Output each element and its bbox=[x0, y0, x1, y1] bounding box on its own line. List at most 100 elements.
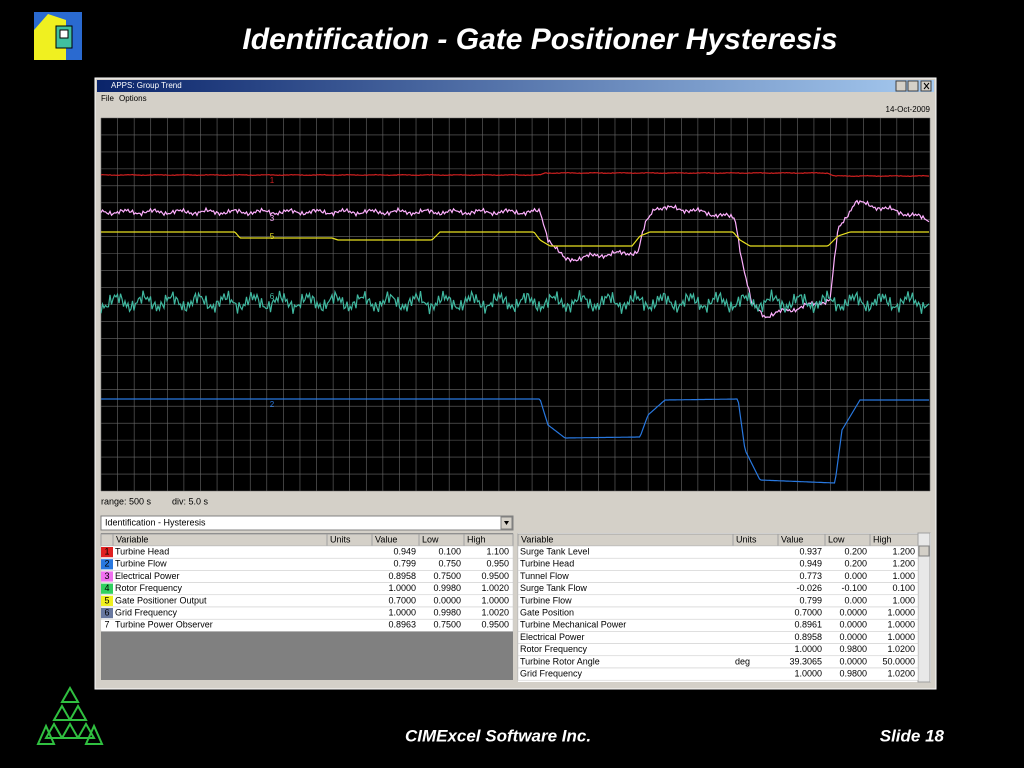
table-cell: 0.0000 bbox=[839, 620, 867, 630]
table-cell: 0.950 bbox=[486, 559, 509, 569]
table-cell: Turbine Flow bbox=[520, 595, 572, 605]
table-cell: 0.799 bbox=[393, 559, 416, 569]
column-header: Variable bbox=[116, 534, 148, 544]
trend-trace bbox=[100, 199, 930, 319]
table-cell: 0.100 bbox=[892, 583, 915, 593]
row-index: 4 bbox=[104, 583, 109, 593]
table-cell: 1.0020 bbox=[481, 583, 509, 593]
table-cell: 0.100 bbox=[438, 546, 461, 556]
trend-label: 2 bbox=[270, 400, 275, 409]
selector-text: Identification - Hysteresis bbox=[105, 517, 206, 527]
scroll-thumb[interactable] bbox=[918, 545, 930, 557]
table-cell: Turbine Power Observer bbox=[115, 620, 213, 630]
slide-number: Slide 18 bbox=[880, 726, 945, 745]
table-cell: Turbine Head bbox=[115, 546, 169, 556]
table-cell: 1.0020 bbox=[481, 607, 509, 617]
table-cell: -0.026 bbox=[796, 583, 822, 593]
table-cell: 0.7500 bbox=[433, 571, 461, 581]
table-cell: 1.000 bbox=[892, 571, 915, 581]
table-cell: 0.949 bbox=[393, 546, 416, 556]
selector[interactable] bbox=[100, 515, 514, 531]
minimize-button[interactable] bbox=[895, 80, 907, 92]
table-cell: 1.0000 bbox=[794, 644, 822, 654]
column-header: High bbox=[873, 534, 892, 544]
row-index: 7 bbox=[104, 620, 109, 630]
table-cell: 39.3065 bbox=[789, 656, 822, 666]
index-swatch bbox=[101, 608, 113, 619]
table-cell: 0.0000 bbox=[839, 632, 867, 642]
table-cell: Turbine Head bbox=[520, 559, 574, 569]
table-cell: 0.9800 bbox=[839, 644, 867, 654]
table-cell: Surge Tank Level bbox=[520, 546, 589, 556]
table-cell: 0.000 bbox=[844, 571, 867, 581]
menu-item[interactable]: Options bbox=[119, 94, 147, 103]
maximize-button[interactable] bbox=[907, 80, 919, 92]
table-cell: 0.937 bbox=[799, 546, 822, 556]
footer: CIMExcel Software Inc. bbox=[405, 726, 591, 745]
index-swatch bbox=[101, 583, 113, 594]
table-cell: Electrical Power bbox=[115, 571, 180, 581]
table-cell: 0.773 bbox=[799, 571, 822, 581]
column-header: Units bbox=[330, 534, 351, 544]
table-cell: 0.750 bbox=[438, 559, 461, 569]
table-cell: Gate Positioner Output bbox=[115, 595, 207, 605]
table-cell: Turbine Rotor Angle bbox=[520, 656, 600, 666]
window-title: APPS: Group Trend bbox=[111, 81, 182, 90]
row-index: 5 bbox=[104, 595, 109, 605]
table-cell: 1.0000 bbox=[887, 607, 915, 617]
table-cell: Turbine Mechanical Power bbox=[520, 620, 626, 630]
row-index: 3 bbox=[104, 571, 109, 581]
table-cell: Electrical Power bbox=[520, 632, 585, 642]
table-cell: 0.9980 bbox=[433, 583, 461, 593]
table-cell: 0.7500 bbox=[433, 620, 461, 630]
index-swatch bbox=[101, 547, 113, 558]
table-cell: 0.200 bbox=[844, 546, 867, 556]
table-cell: 1.0000 bbox=[388, 607, 416, 617]
column-header: Value bbox=[375, 534, 397, 544]
date: 14-Oct-2009 bbox=[886, 105, 931, 114]
column-header: Low bbox=[422, 534, 439, 544]
table-cell: 1.0200 bbox=[887, 644, 915, 654]
table-cell: 0.8963 bbox=[388, 620, 416, 630]
trend-trace bbox=[101, 398, 929, 484]
trend-label: 6 bbox=[270, 292, 275, 301]
triangle-logo bbox=[36, 685, 104, 745]
traces: 1 3 5 6 2 bbox=[100, 171, 930, 484]
table-cell: 1.0000 bbox=[481, 595, 509, 605]
table-cell: 1.0000 bbox=[794, 668, 822, 678]
trend-label: 3 bbox=[270, 214, 275, 223]
table-cell: 0.000 bbox=[844, 595, 867, 605]
table-cell: 0.200 bbox=[844, 559, 867, 569]
table-cell: 0.8958 bbox=[388, 571, 416, 581]
close-icon bbox=[923, 82, 930, 90]
table-cell: Grid Frequency bbox=[115, 607, 178, 617]
table-cell: 0.799 bbox=[799, 595, 822, 605]
table-cell: deg bbox=[735, 656, 750, 666]
dropdown-arrow bbox=[504, 521, 509, 525]
title-bar bbox=[97, 80, 934, 92]
table-cell: 0.0000 bbox=[433, 595, 461, 605]
table-cell: 1.0200 bbox=[887, 668, 915, 678]
index-swatch bbox=[101, 559, 113, 570]
row-index: 6 bbox=[104, 607, 109, 617]
table-cell: 0.7000 bbox=[794, 607, 822, 617]
slide-title: Identification - Gate Positioner Hystere… bbox=[242, 23, 837, 56]
trend-label: 5 bbox=[270, 232, 275, 241]
table-cell: Tunnel Flow bbox=[520, 571, 569, 581]
trend-trace bbox=[101, 231, 929, 247]
table-cell: 1.000 bbox=[892, 595, 915, 605]
window-buttons[interactable] bbox=[895, 80, 932, 92]
menu-item[interactable]: File bbox=[101, 94, 114, 103]
column-header: Low bbox=[828, 534, 845, 544]
range-label: range: 500 s bbox=[101, 496, 152, 506]
row-index: 1 bbox=[104, 546, 109, 556]
table-cell: 1.0000 bbox=[887, 632, 915, 642]
tables: Variable Units Value Low High 1 Turbine Head 0.… bbox=[100, 533, 919, 681]
column-header: High bbox=[467, 534, 486, 544]
table-cell: Rotor Frequency bbox=[520, 644, 588, 654]
table-cell: Turbine Flow bbox=[115, 559, 167, 569]
table-cell: Grid Frequency bbox=[520, 668, 583, 678]
table-cell: Surge Tank Flow bbox=[520, 583, 587, 593]
table-header bbox=[100, 533, 514, 547]
